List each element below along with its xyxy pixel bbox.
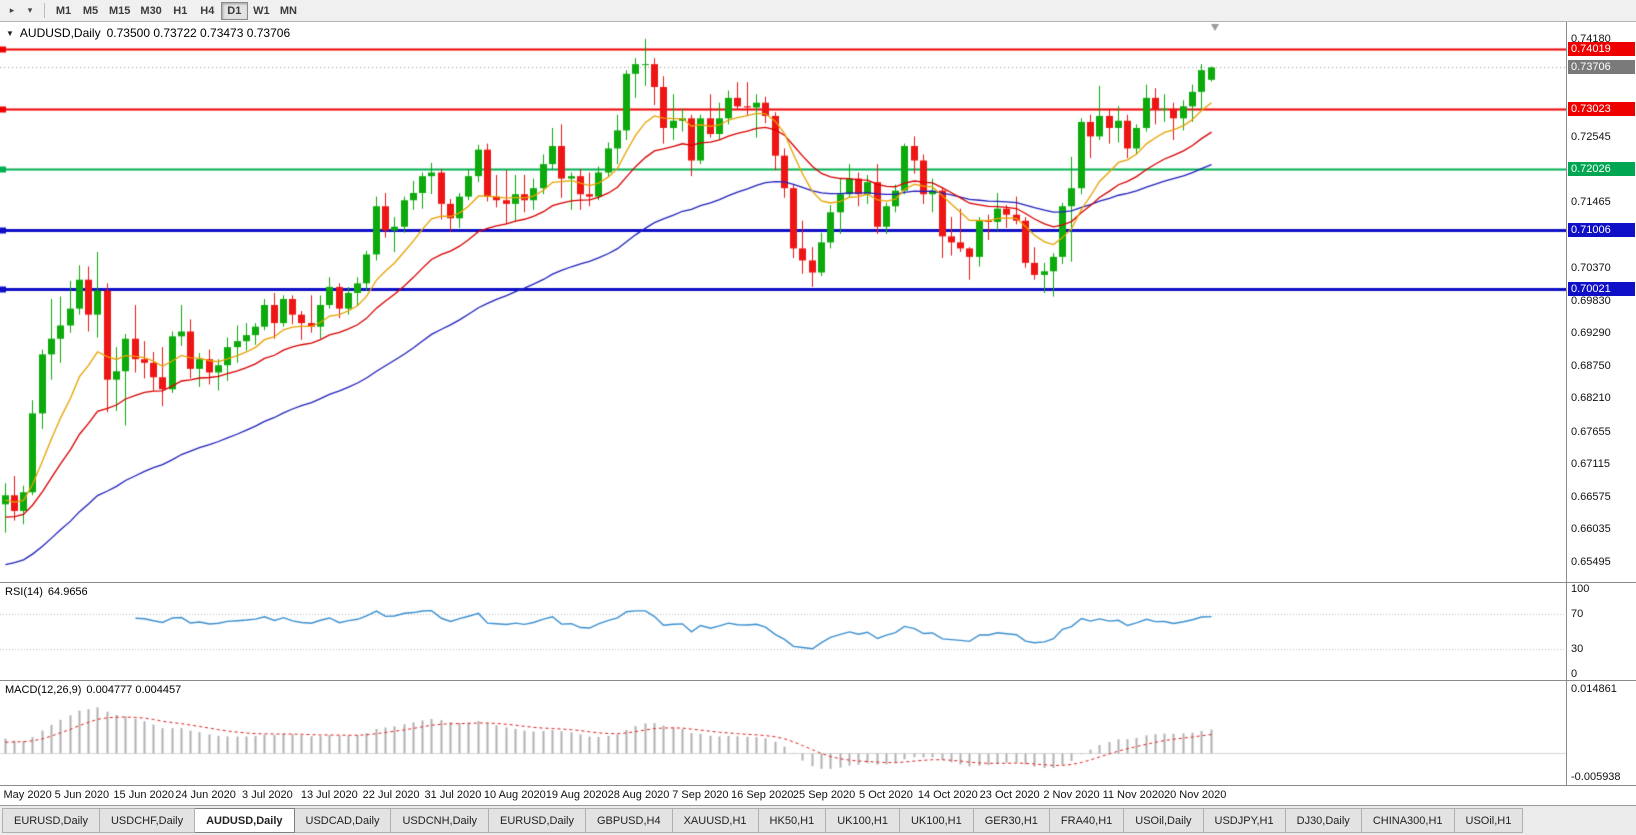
chart-tab-usdchf-daily[interactable]: USDCHF,Daily bbox=[99, 808, 196, 833]
time-axis-label: 27 May 2020 bbox=[0, 789, 52, 801]
chart-tab-usdcad-daily[interactable]: USDCAD,Daily bbox=[294, 808, 392, 833]
chart-tab-usdcnh-daily[interactable]: USDCNH,Daily bbox=[391, 808, 490, 833]
time-axis-label: 31 Jul 2020 bbox=[424, 789, 482, 801]
macd-panel: MACD(12,26,9) 0.004777 0.004457 0.014861… bbox=[0, 680, 1636, 785]
chart-tab-usoil-daily[interactable]: USOil,Daily bbox=[1124, 808, 1204, 833]
rsi-axis[interactable]: 100 70 30 0 bbox=[1566, 583, 1636, 680]
rsi-panel: RSI(14) 64.9656 100 70 30 0 bbox=[0, 582, 1636, 680]
time-axis-label: 16 Sep 2020 bbox=[731, 789, 794, 801]
chart-tab-xauusd-h1[interactable]: XAUUSD,H1 bbox=[672, 808, 759, 833]
macd-name: MACD(12,26,9) bbox=[5, 684, 82, 696]
resistance-line-price-badge: 0.74019 bbox=[1568, 41, 1635, 56]
price-axis-tick: 0.67115 bbox=[1571, 458, 1610, 471]
macd-indicator-canvas[interactable] bbox=[0, 681, 1566, 785]
timeframe-button-m15[interactable]: M15 bbox=[109, 4, 131, 17]
rsi-label: RSI(14) 64.9656 bbox=[5, 586, 88, 598]
timeframe-button-mn[interactable]: MN bbox=[279, 4, 297, 17]
timeframe-button-h1[interactable]: H1 bbox=[173, 4, 188, 17]
chart-tab-ger30-h1[interactable]: GER30,H1 bbox=[973, 808, 1050, 833]
time-axis-label: 5 Jun 2020 bbox=[54, 789, 110, 801]
rsi-value: 64.9656 bbox=[47, 586, 88, 598]
rsi-axis-tick: 70 bbox=[1571, 607, 1584, 620]
price-axis-tick: 0.65495 bbox=[1571, 555, 1611, 568]
macd-values: 0.004777 0.004457 bbox=[86, 684, 182, 696]
chart-tab-hk50-h1[interactable]: HK50,H1 bbox=[758, 808, 827, 833]
chart-symbol-label: AUDUSD,Daily bbox=[19, 26, 101, 40]
timeframe-button-m5[interactable]: M5 bbox=[82, 4, 99, 17]
price-axis-tick: 0.66035 bbox=[1571, 523, 1611, 536]
time-axis-label: 28 Aug 2020 bbox=[607, 789, 670, 801]
timeframe-button-w1[interactable]: W1 bbox=[253, 4, 270, 17]
toolbar-icon-group: ▸ ▾ bbox=[3, 2, 39, 19]
chart-tab-fra40-h1[interactable]: FRA40,H1 bbox=[1049, 808, 1125, 833]
chart-tab-gbpusd-h4[interactable]: GBPUSD,H4 bbox=[586, 808, 673, 833]
timeframe-button-d1[interactable]: D1 bbox=[220, 1, 248, 20]
chart-ohlc-values: 0.73500 0.73722 0.73473 0.73706 bbox=[106, 26, 291, 40]
support-line-price-badge: 0.71006 bbox=[1568, 222, 1635, 237]
support-line-price-badge: 0.70021 bbox=[1568, 282, 1635, 297]
chart-tab-dj30-daily[interactable]: DJ30,Daily bbox=[1285, 808, 1362, 833]
time-axis-label: 22 Jul 2020 bbox=[362, 789, 420, 801]
price-axis-tick: 0.68210 bbox=[1571, 392, 1611, 405]
resistance-line-price-badge: 0.73023 bbox=[1568, 101, 1635, 116]
rsi-indicator-canvas[interactable] bbox=[0, 583, 1566, 680]
chart-collapse-icon[interactable]: ▼ bbox=[6, 28, 14, 38]
timeframe-button-h4[interactable]: H4 bbox=[200, 4, 215, 17]
time-axis-label: 10 Aug 2020 bbox=[483, 789, 546, 801]
chart-title: ▼ AUDUSD,Daily 0.73500 0.73722 0.73473 0… bbox=[6, 26, 290, 40]
macd-label: MACD(12,26,9) 0.004777 0.004457 bbox=[5, 684, 181, 696]
time-axis-label: 5 Oct 2020 bbox=[859, 789, 913, 801]
timeframe-toolbar: ▸ ▾ M1 M5 M15 M30 H1 H4 D1 W1 MN bbox=[0, 0, 1636, 22]
price-axis-tick: 0.69290 bbox=[1571, 327, 1611, 340]
rsi-axis-tick: 100 bbox=[1571, 583, 1590, 595]
price-axis-tick: 0.70370 bbox=[1571, 262, 1611, 275]
rsi-axis-tick: 0 bbox=[1571, 668, 1578, 680]
chart-tab-china300-h1[interactable]: CHINA300,H1 bbox=[1361, 808, 1455, 833]
time-axis-label: 24 Jun 2020 bbox=[175, 789, 236, 801]
time-axis-label: 23 Oct 2020 bbox=[979, 789, 1040, 801]
macd-axis-top-tick: 0.014861 bbox=[1571, 683, 1617, 695]
rsi-axis-tick: 30 bbox=[1571, 643, 1584, 656]
time-axis-label: 11 Nov 2020 bbox=[1102, 789, 1165, 801]
timeframe-button-m30[interactable]: M30 bbox=[140, 4, 162, 17]
time-axis-label: 14 Oct 2020 bbox=[917, 789, 978, 801]
toolbar-dropdown-icon[interactable]: ▾ bbox=[27, 5, 33, 15]
timeframe-button-group: M1 M5 M15 M30 H1 H4 D1 W1 MN bbox=[50, 1, 302, 20]
price-axis-tick: 0.66575 bbox=[1571, 490, 1611, 503]
chart-tab-usdjpy-h1[interactable]: USDJPY,H1 bbox=[1203, 808, 1286, 833]
price-chart-canvas[interactable] bbox=[0, 22, 1566, 582]
macd-axis-bottom-tick: -0.005938 bbox=[1571, 771, 1621, 783]
price-axis-tick: 0.69830 bbox=[1571, 294, 1611, 307]
support-line-price-badge: 0.72026 bbox=[1568, 161, 1635, 176]
chart-tab-uk100-h1[interactable]: UK100,H1 bbox=[826, 808, 900, 833]
chart-tab-bar: EURUSD,Daily USDCHF,Daily AUDUSD,Daily USDC… bbox=[0, 805, 1636, 835]
main-chart-panel: ▼ AUDUSD,Daily 0.73500 0.73722 0.73473 0… bbox=[0, 22, 1636, 582]
macd-axis[interactable]: 0.014861 -0.005938 bbox=[1566, 681, 1636, 785]
scroll-to-end-icon[interactable]: ▸ bbox=[9, 5, 15, 15]
toolbar-separator bbox=[44, 3, 45, 18]
price-axis-tick: 0.68750 bbox=[1571, 359, 1611, 372]
time-axis-label: 7 Sep 2020 bbox=[672, 789, 729, 801]
price-axis[interactable]: 0.74180 0.72545 0.71465 0.70370 0.69830 0.692… bbox=[1566, 22, 1636, 582]
time-axis-label: 20 Nov 2020 bbox=[1164, 789, 1227, 801]
current-price-badge: 0.73706 bbox=[1568, 60, 1635, 75]
price-axis-tick: 0.71465 bbox=[1571, 196, 1611, 209]
chart-tab-uk100-h1[interactable]: UK100,H1 bbox=[899, 808, 974, 833]
rsi-name: RSI(14) bbox=[5, 586, 43, 598]
time-axis-label: 2 Nov 2020 bbox=[1043, 789, 1100, 801]
time-axis-label: 25 Sep 2020 bbox=[792, 789, 856, 801]
time-axis-label: 15 Jun 2020 bbox=[113, 789, 174, 801]
time-axis-label: 3 Jul 2020 bbox=[242, 789, 293, 801]
chart-tab-audusd-daily[interactable]: AUDUSD,Daily bbox=[195, 808, 295, 833]
chart-tab-eurusd-daily[interactable]: EURUSD,Daily bbox=[489, 808, 586, 833]
price-axis-tick: 0.67655 bbox=[1571, 425, 1611, 438]
chart-tab-eurusd-daily[interactable]: EURUSD,Daily bbox=[2, 808, 100, 833]
chart-tab-usoil-h1[interactable]: USOil,H1 bbox=[1454, 808, 1524, 833]
timeframe-button-m1[interactable]: M1 bbox=[55, 4, 72, 17]
time-axis-label: 19 Aug 2020 bbox=[545, 789, 608, 801]
price-axis-tick: 0.72545 bbox=[1571, 131, 1611, 144]
time-axis-label: 13 Jul 2020 bbox=[300, 789, 358, 801]
